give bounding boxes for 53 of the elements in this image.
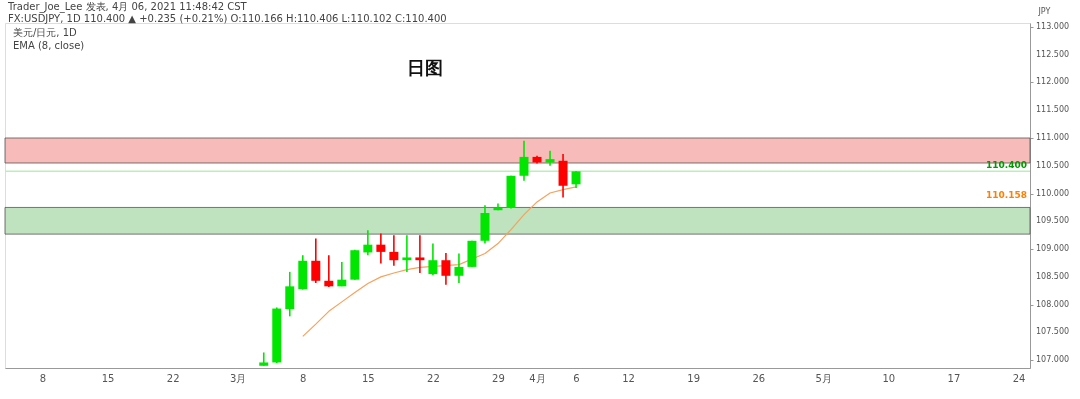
y-tick-label: 111.000 — [1036, 133, 1070, 142]
candlestick — [363, 229, 373, 257]
x-tick-label: 15 — [101, 372, 115, 384]
annotation: 美元/日元, 1D — [13, 27, 78, 38]
x-tick-label: 24 — [1012, 372, 1026, 384]
y-tick-label: 107.000 — [1036, 355, 1070, 365]
x-tick-label: 29 — [492, 372, 505, 384]
candlestick — [428, 242, 438, 277]
candlestick — [285, 271, 295, 318]
annotation: EMA (8, close) — [13, 40, 85, 51]
text: Trader_Joe_Lee 发表, 4月 06, 2021 11:48:42 CST — [7, 1, 248, 13]
text: 日图 — [407, 57, 443, 78]
y-tick-label: 108.000 — [1036, 299, 1070, 309]
y-tick-label: 109.500 — [1036, 216, 1070, 226]
x-tick-label: 17 — [947, 372, 961, 384]
candlestick — [441, 252, 451, 286]
x-tick-label: 8 — [300, 372, 307, 384]
ref-line-label: 110.400 — [986, 160, 1027, 171]
candlestick — [402, 234, 412, 273]
y-tick-label: 112.500 — [1036, 49, 1070, 59]
candlestick — [311, 237, 321, 284]
x-tick-label: 15 — [361, 372, 375, 384]
x-tick-label: 5月 — [815, 372, 832, 384]
x-tick-label: 4月 — [529, 372, 546, 384]
y-tick-label: 112.000 — [1036, 77, 1070, 87]
y-tick-label: 109.000 — [1036, 244, 1070, 254]
y-tick-label: 110.000 — [1036, 188, 1070, 198]
y-tick-label: 107.500 — [1036, 327, 1070, 337]
annotation: 110.158 — [986, 189, 1027, 200]
candlestick — [337, 261, 347, 288]
x-tick-label: 26 — [752, 372, 766, 384]
candlestick — [376, 232, 386, 265]
candlestick — [324, 254, 334, 288]
candlestick — [389, 234, 399, 267]
x-tick-label: 10 — [882, 372, 896, 384]
x-tick-label: 22 — [166, 372, 180, 384]
candlestick — [415, 234, 425, 274]
candlestick — [545, 149, 555, 167]
y-tick-label: 111.500 — [1036, 105, 1070, 115]
y-axis-title: JPY — [1037, 6, 1051, 16]
y-tick-label: 108.500 — [1036, 271, 1070, 281]
x-tick-label: 3月 — [230, 372, 247, 384]
y-tick-label: 113.000 — [1036, 21, 1070, 31]
candlestick — [259, 351, 269, 367]
x-tick-label: 6 — [573, 372, 580, 384]
candlestick — [454, 252, 464, 284]
candlestick — [519, 139, 529, 182]
annotation: FX:USDJPY, 1D 110.400 ▲ +0.235 (+0.21%) O:110.166 H:110.406 L:110.102 C:110.400 — [8, 13, 447, 24]
x-tick-label: 22 — [427, 372, 440, 384]
x-tick-label: 12 — [622, 372, 635, 384]
y-tick-label: 110.500 — [1036, 160, 1070, 170]
x-tick-label: 19 — [687, 372, 701, 384]
x-tick-label: 8 — [39, 372, 47, 384]
